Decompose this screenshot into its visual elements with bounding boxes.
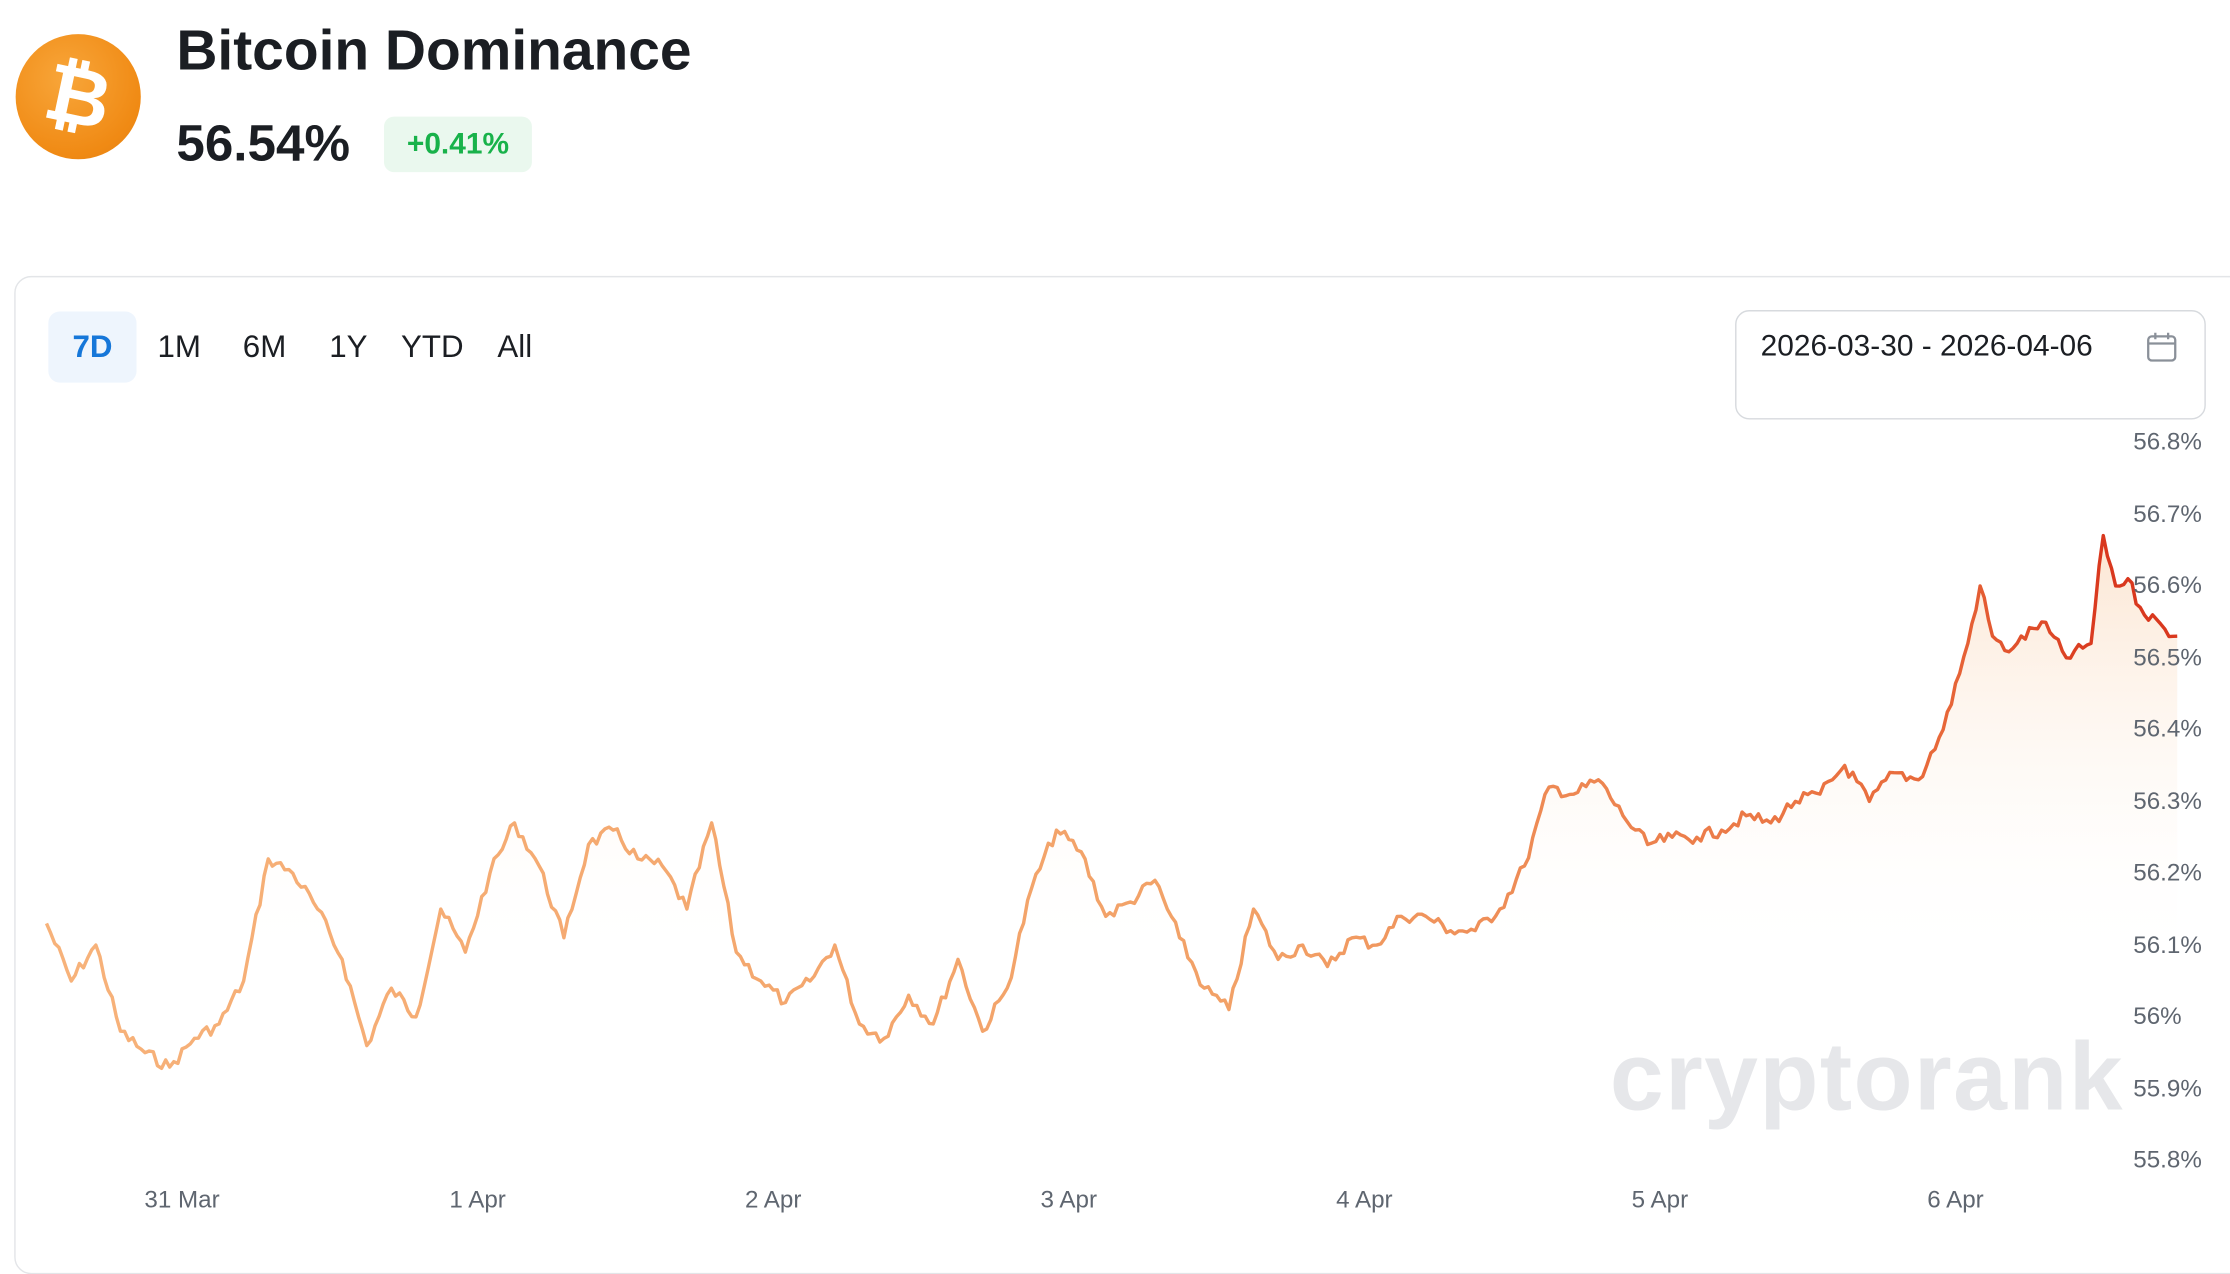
dominance-value: 56.54% (176, 113, 351, 173)
y-axis-label: 56.7% (2133, 499, 2202, 527)
calendar-icon[interactable] (2146, 331, 2177, 362)
chart-area-fill (46, 535, 2178, 1161)
page-title: Bitcoin Dominance (176, 19, 692, 83)
x-axis-label: 6 Apr (1927, 1186, 1984, 1214)
y-axis-label: 56.3% (2133, 787, 2202, 815)
tab-1y[interactable]: 1Y (329, 328, 368, 365)
chart-series-line (44, 533, 2178, 1071)
x-axis-label: 3 Apr (1040, 1186, 1098, 1214)
y-axis-label: 56.4% (2133, 715, 2202, 743)
change-badge: +0.41% (383, 116, 532, 173)
x-axis-label: 5 Apr (1631, 1186, 1689, 1214)
tab-all[interactable]: All (497, 328, 533, 365)
y-axis-label: 56.2% (2133, 859, 2202, 887)
y-axis-label: 56.8% (2133, 428, 2202, 456)
tab-1m[interactable]: 1M (157, 328, 201, 365)
y-axis-label: 56.6% (2133, 571, 2202, 599)
x-axis-label: 2 Apr (744, 1186, 802, 1214)
x-axis-label: 4 Apr (1336, 1186, 1393, 1214)
date-range-label: 2026-03-30 - 2026-04-06 (1760, 329, 2093, 363)
tab-6m[interactable]: 6M (242, 328, 287, 365)
tab-ytd[interactable]: YTD (401, 328, 464, 365)
y-axis-label: 56.1% (2133, 930, 2202, 958)
y-axis-label: 56.5% (2133, 643, 2202, 671)
y-axis-label: 55.8% (2133, 1146, 2202, 1174)
x-axis-label: 1 Apr (449, 1186, 506, 1214)
y-axis-label: 56% (2133, 1002, 2182, 1030)
x-axis-label: 31 Mar (144, 1186, 220, 1214)
y-axis-label: 55.9% (2133, 1074, 2202, 1102)
bitcoin-logo-icon: ₿ (15, 34, 141, 160)
dominance-page: ₿ Bitcoin Dominance 56.54% +0.41% 7D 1M … (14, 19, 2230, 1274)
tab-7d[interactable]: 7D (48, 311, 137, 383)
dominance-chart (44, 533, 2178, 1161)
date-range-picker[interactable]: 2026-03-30 - 2026-04-06 (1735, 310, 2206, 420)
